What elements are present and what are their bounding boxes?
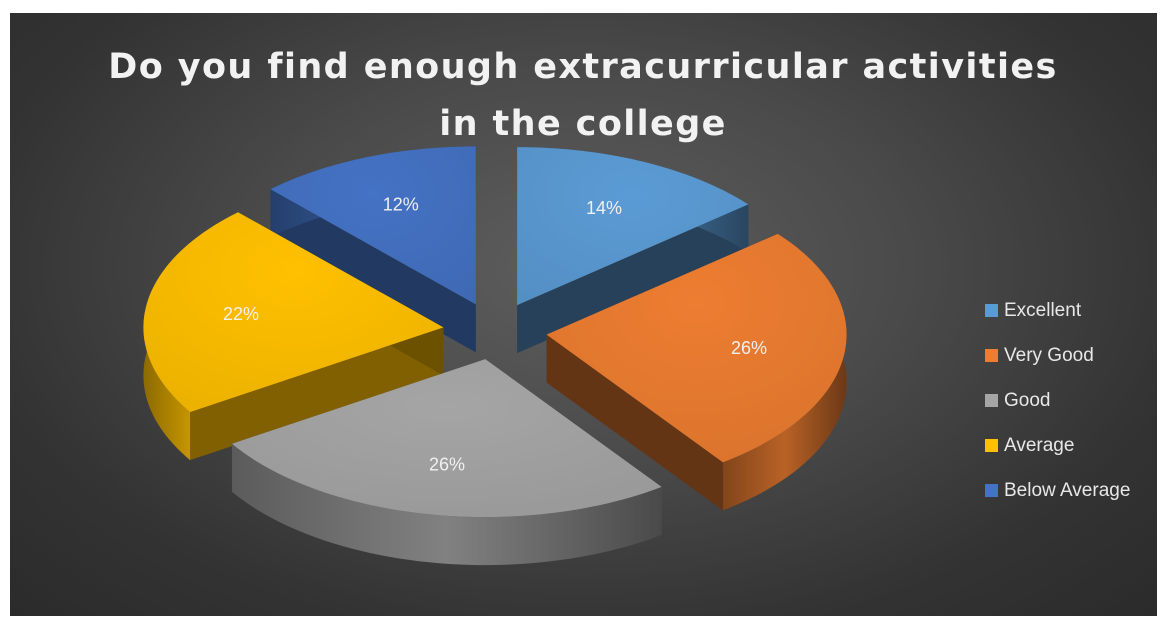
pie-slice-good: 26%	[231, 359, 662, 566]
pie-slice-cut-face	[517, 204, 749, 354]
pie-chart: 12% 14% 22% 26% 26%	[143, 146, 847, 566]
legend-label: Below Average	[1004, 479, 1131, 501]
legend-label: Excellent	[1004, 299, 1082, 321]
pie-slice-top	[546, 233, 847, 463]
legend-item: Very Good	[985, 333, 1157, 378]
legend-item: Excellent	[985, 288, 1157, 333]
chart-legend: Excellent Very Good Good Average Below Avera…	[985, 288, 1157, 513]
pie-slice-cut-face	[190, 327, 444, 461]
pie-slice-side	[231, 443, 662, 566]
chart-title-line-1: Do you find enough extracurricular activ…	[108, 47, 1058, 87]
legend-label: Very Good	[1004, 344, 1094, 366]
pie-slice-top	[231, 359, 662, 518]
legend-label: Average	[1004, 434, 1075, 456]
data-label: 14%	[586, 198, 622, 218]
data-label: 26%	[429, 455, 465, 475]
legend-item: Below Average	[985, 468, 1157, 513]
legend-swatch	[985, 304, 998, 317]
legend-swatch	[985, 349, 998, 362]
pie-slice-average: 22%	[143, 212, 444, 461]
pie-slice-below-average: 12%	[270, 146, 476, 353]
data-label: 26%	[731, 338, 767, 358]
chart-title: Do you find enough extracurricular activ…	[10, 39, 1157, 153]
pie-slice-top	[143, 212, 444, 413]
legend-swatch	[985, 439, 998, 452]
legend-item: Average	[985, 423, 1157, 468]
data-label: 12%	[383, 195, 419, 215]
chart-title-line-2: in the college	[439, 104, 727, 144]
data-label: 22%	[223, 304, 259, 324]
chart-area: Do you find enough extracurricular activ…	[10, 13, 1157, 616]
legend-label: Good	[1004, 389, 1051, 411]
legend-item: Good	[985, 378, 1157, 423]
pie-slice-cut-face	[270, 189, 476, 353]
pie-slice-top	[517, 147, 749, 306]
pie-slice-cut-face	[546, 334, 723, 511]
legend-swatch	[985, 394, 998, 407]
legend-swatch	[985, 484, 998, 497]
pie-slice-excellent: 14%	[517, 147, 749, 354]
pie-slice-top	[270, 146, 476, 305]
pie-slice-very-good: 26%	[546, 233, 847, 511]
